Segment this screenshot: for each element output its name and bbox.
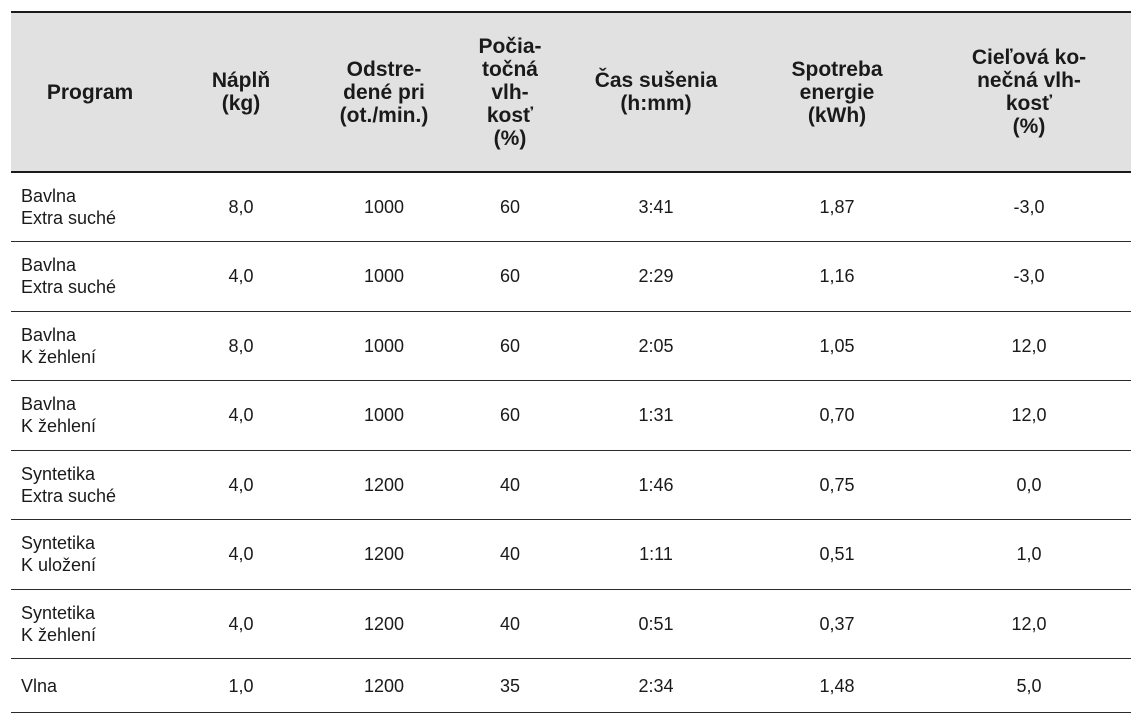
table-row: Bavlna Extra suché 8,0 1000 60 3:41 1,87 -3,0: [11, 172, 1131, 242]
program-cell: Syntetika Extra suché: [11, 450, 169, 520]
program-name: Syntetika: [21, 463, 96, 484]
target-moisture-cell: 12,0: [927, 311, 1131, 381]
energy-cell: 0,70: [747, 380, 927, 451]
initial-moisture-cell: 60: [455, 241, 565, 312]
program-name: Bavlna: [21, 255, 77, 276]
header-drying-time: Čas sušenia (h:mm): [565, 11, 747, 173]
initial-moisture-cell: 40: [455, 589, 565, 659]
drying-programs-table: Program Náplň (kg) Odstre- dené pri (ot.…: [11, 11, 1131, 713]
program-variant: Extra suché: [21, 277, 117, 298]
initial-moisture-cell: 40: [455, 450, 565, 520]
drying-time-cell: 2:34: [565, 658, 747, 713]
header-spin-speed: Odstre- dené pri (ot./min.): [313, 11, 455, 173]
table-row: Syntetika Extra suché 4,0 1200 40 1:46 0,75 0,0: [11, 450, 1131, 520]
program-cell: Bavlna K žehlení: [11, 311, 169, 381]
program-variant: K žehlení: [21, 624, 97, 645]
spin-speed-cell: 1000: [313, 311, 455, 381]
spin-speed-cell: 1000: [313, 380, 455, 451]
table-row: Bavlna Extra suché 4,0 1000 60 2:29 1,16 -3,0: [11, 241, 1131, 312]
header-target-moisture: Cieľová ko- nečná vlh- kosť (%): [927, 11, 1131, 173]
load-cell: 1,0: [169, 658, 313, 713]
drying-time-cell: 1:31: [565, 380, 747, 451]
target-moisture-cell: -3,0: [927, 172, 1131, 242]
drying-time-cell: 2:05: [565, 311, 747, 381]
program-name: Bavlna: [21, 324, 77, 345]
load-cell: 4,0: [169, 519, 313, 590]
initial-moisture-cell: 60: [455, 380, 565, 451]
target-moisture-cell: 12,0: [927, 589, 1131, 659]
table-body: Bavlna Extra suché 8,0 1000 60 3:41 1,87 -3,0 Ba…: [11, 172, 1131, 713]
drying-time-cell: 1:11: [565, 519, 747, 590]
load-cell: 8,0: [169, 172, 313, 242]
load-cell: 4,0: [169, 241, 313, 312]
program-cell: Syntetika K uložení: [11, 519, 169, 590]
program-name: Vlna: [21, 675, 58, 696]
spin-speed-cell: 1200: [313, 519, 455, 590]
load-cell: 8,0: [169, 311, 313, 381]
initial-moisture-cell: 60: [455, 172, 565, 242]
drying-time-cell: 3:41: [565, 172, 747, 242]
target-moisture-cell: 5,0: [927, 658, 1131, 713]
program-variant: K žehlení: [21, 416, 97, 437]
target-moisture-cell: 0,0: [927, 450, 1131, 520]
program-variant: Extra suché: [21, 485, 117, 506]
energy-cell: 1,16: [747, 241, 927, 312]
header-initial-moisture: Počia- točná vlh- kosť (%): [455, 11, 565, 173]
spin-speed-cell: 1200: [313, 589, 455, 659]
table-row: Bavlna K žehlení 4,0 1000 60 1:31 0,70 12,0: [11, 380, 1131, 451]
program-name: Syntetika: [21, 533, 96, 554]
program-cell: Bavlna K žehlení: [11, 380, 169, 451]
load-cell: 4,0: [169, 380, 313, 451]
spin-speed-cell: 1000: [313, 241, 455, 312]
drying-time-cell: 2:29: [565, 241, 747, 312]
program-cell: Bavlna Extra suché: [11, 172, 169, 242]
load-cell: 4,0: [169, 589, 313, 659]
energy-cell: 0,51: [747, 519, 927, 590]
spin-speed-cell: 1200: [313, 450, 455, 520]
program-name: Syntetika: [21, 602, 96, 623]
table-row: Syntetika K žehlení 4,0 1200 40 0:51 0,37 12,0: [11, 589, 1131, 659]
program-cell: Bavlna Extra suché: [11, 241, 169, 312]
program-name: Bavlna: [21, 186, 77, 206]
energy-cell: 0,75: [747, 450, 927, 520]
table-row: Vlna 1,0 1200 35 2:34 1,48 5,0: [11, 658, 1131, 713]
program-cell: Syntetika K žehlení: [11, 589, 169, 659]
program-name: Bavlna: [21, 394, 77, 415]
program-cell: Vlna: [11, 658, 169, 713]
header-program: Program: [11, 11, 169, 173]
program-variant: Extra suché: [21, 208, 117, 228]
initial-moisture-cell: 60: [455, 311, 565, 381]
header-load: Náplň (kg): [169, 11, 313, 173]
program-variant: K žehlení: [21, 346, 97, 367]
load-cell: 4,0: [169, 450, 313, 520]
drying-time-cell: 1:46: [565, 450, 747, 520]
initial-moisture-cell: 40: [455, 519, 565, 590]
header-energy-consumption: Spotreba energie (kWh): [747, 11, 927, 173]
target-moisture-cell: 1,0: [927, 519, 1131, 590]
target-moisture-cell: 12,0: [927, 380, 1131, 451]
table-header: Program Náplň (kg) Odstre- dené pri (ot.…: [11, 11, 1131, 173]
energy-cell: 1,87: [747, 172, 927, 242]
drying-time-cell: 0:51: [565, 589, 747, 659]
target-moisture-cell: -3,0: [927, 241, 1131, 312]
table-row: Bavlna K žehlení 8,0 1000 60 2:05 1,05 12,0: [11, 311, 1131, 381]
energy-cell: 0,37: [747, 589, 927, 659]
initial-moisture-cell: 35: [455, 658, 565, 713]
header-row: Program Náplň (kg) Odstre- dené pri (ot.…: [11, 11, 1131, 173]
program-variant: K uložení: [21, 555, 97, 576]
spin-speed-cell: 1000: [313, 172, 455, 242]
table-row: Syntetika K uložení 4,0 1200 40 1:11 0,51 1,0: [11, 519, 1131, 590]
spin-speed-cell: 1200: [313, 658, 455, 713]
energy-cell: 1,48: [747, 658, 927, 713]
energy-cell: 1,05: [747, 311, 927, 381]
